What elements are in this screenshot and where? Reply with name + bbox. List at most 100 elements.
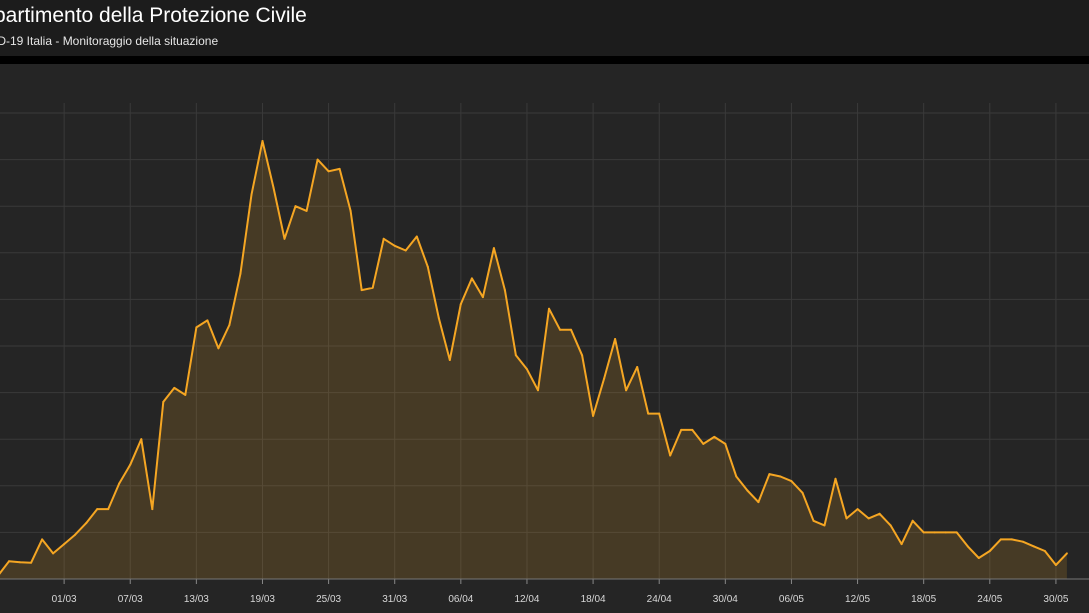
x-tick-label: 13/03 [184, 594, 209, 605]
data-point [459, 303, 462, 306]
data-point [74, 533, 77, 536]
data-point [867, 517, 870, 520]
x-tick-label: 24/05 [977, 594, 1002, 605]
data-point [371, 286, 374, 289]
data-point [294, 205, 297, 208]
data-point [944, 531, 947, 534]
data-point [680, 428, 683, 431]
data-point [856, 508, 859, 511]
data-point [922, 531, 925, 534]
data-point [19, 561, 21, 564]
data-point [382, 237, 385, 240]
x-tick-label: 12/04 [514, 594, 539, 605]
vertical-gridlines [63, 103, 1057, 579]
data-point [625, 389, 628, 392]
header-divider [0, 56, 1089, 64]
data-point [470, 277, 473, 280]
data-point [305, 209, 308, 212]
data-point [1032, 545, 1035, 548]
data-point [118, 482, 121, 485]
data-point [614, 338, 617, 340]
data-point [96, 508, 99, 511]
data-point [669, 454, 672, 457]
data-point [702, 442, 705, 445]
data-point [834, 477, 837, 480]
data-point [30, 561, 33, 564]
data-point [812, 519, 815, 522]
data-point [261, 140, 264, 142]
data-point [801, 491, 804, 494]
data-point [316, 158, 319, 161]
data-point [559, 328, 561, 331]
data-point [537, 389, 539, 392]
data-point [162, 400, 165, 403]
x-tick-label: 07/03 [118, 594, 143, 605]
data-point [1054, 564, 1057, 566]
series-area [0, 141, 1067, 579]
x-tick-label: 18/05 [911, 594, 936, 605]
data-point [779, 475, 782, 478]
data-point [481, 296, 484, 299]
data-point [184, 393, 187, 396]
data-point [52, 552, 55, 555]
data-point [1010, 538, 1013, 541]
data-point [691, 428, 694, 431]
data-point [526, 368, 528, 371]
data-point [966, 545, 969, 548]
data-point [988, 550, 991, 552]
data-point [448, 359, 451, 361]
data-point [955, 531, 958, 534]
data-point [206, 319, 209, 322]
data-point [790, 480, 793, 483]
data-point [272, 186, 275, 189]
data-point [63, 543, 66, 546]
data-point [1065, 552, 1068, 555]
data-point [746, 489, 749, 492]
data-point [768, 473, 771, 476]
data-point [713, 435, 716, 438]
data-point [283, 237, 286, 240]
data-point [514, 354, 517, 357]
x-tick-label: 01/03 [52, 594, 77, 605]
data-point [724, 442, 727, 445]
data-point [977, 557, 980, 559]
data-point [889, 524, 892, 527]
data-point [548, 307, 550, 310]
data-point [911, 519, 914, 522]
data-point [647, 412, 650, 415]
x-tick-label: 12/05 [845, 594, 870, 605]
data-point [173, 386, 176, 389]
data-point [933, 531, 936, 534]
data-point [636, 366, 639, 368]
data-point [393, 244, 396, 247]
data-point [570, 328, 572, 331]
data-point [757, 501, 760, 504]
x-tick-label: 30/05 [1043, 594, 1068, 605]
data-point [8, 560, 10, 563]
data-point [349, 209, 352, 212]
data-point [360, 289, 363, 292]
data-point [878, 512, 881, 515]
x-tick-label: 30/04 [713, 594, 738, 605]
data-point [404, 249, 407, 252]
data-point [250, 193, 253, 196]
area-chart: 01/03 07/03 13/03 19/03 25/03 31/03 06/04 12/04… [0, 103, 1089, 605]
data-point [338, 167, 341, 170]
data-point [217, 347, 220, 350]
data-point [437, 317, 440, 319]
data-point [503, 289, 506, 292]
data-point [107, 508, 110, 511]
data-point [735, 475, 738, 478]
chart-panel: 01/03 07/03 13/03 19/03 25/03 31/03 06/04 12/04… [0, 64, 1089, 613]
data-point [1021, 540, 1024, 543]
data-point [426, 265, 429, 268]
x-tick-label: 06/05 [779, 594, 804, 605]
app-header: partimento della Protezione Civile ID-19… [0, 0, 1089, 56]
data-point [603, 377, 606, 380]
series-points [8, 140, 1068, 566]
data-point [41, 538, 44, 541]
data-point [415, 235, 418, 238]
x-tick-label: 19/03 [250, 594, 275, 605]
data-point [823, 524, 826, 527]
x-tick-label: 31/03 [382, 594, 407, 605]
